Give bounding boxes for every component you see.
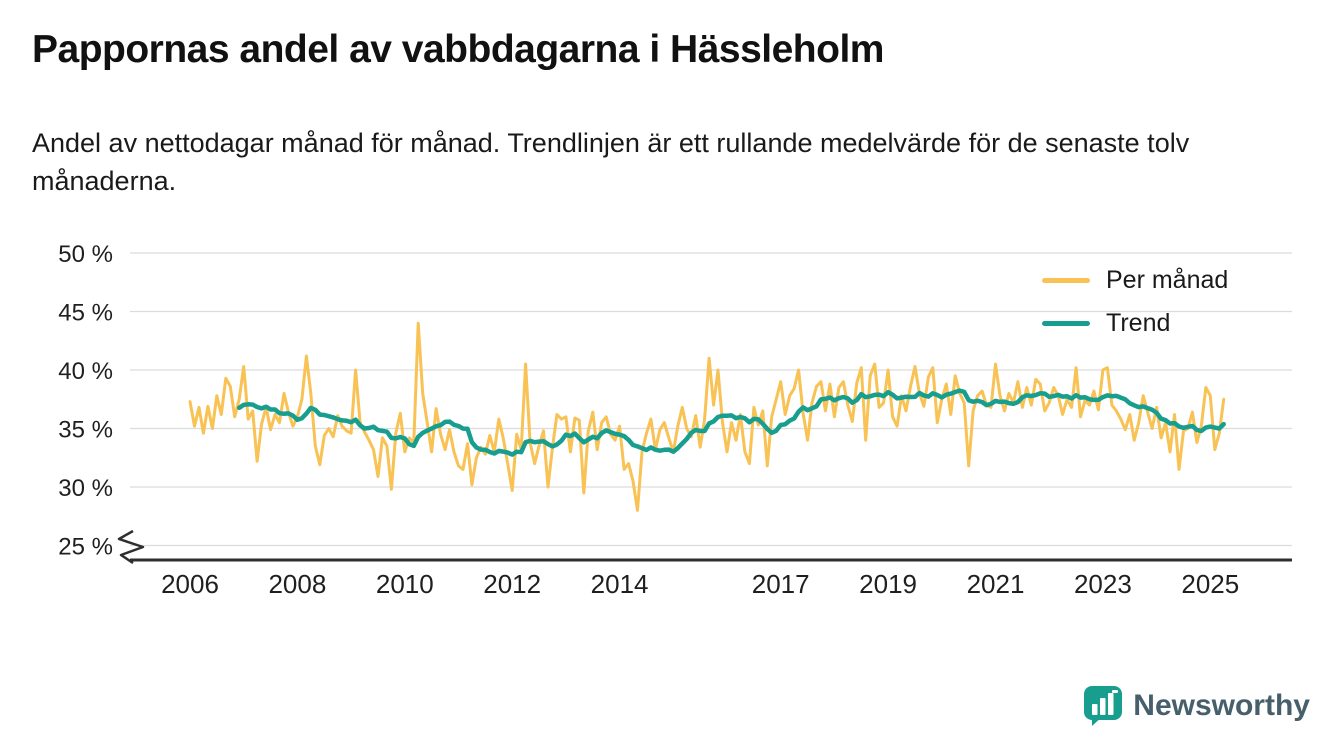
y-tick-label: 30 % [58,475,113,502]
x-tick-label: 2010 [376,569,434,599]
x-tick-label: 2006 [161,569,219,599]
newsworthy-logo-icon [1084,686,1123,726]
legend-label-trend: Trend [1106,309,1171,337]
legend-label-per-manad: Per månad [1106,266,1229,294]
x-tick-label: 2025 [1181,569,1239,599]
series-line-per-manad [188,321,1226,512]
chart-legend: Per månad Trend [1042,266,1228,338]
newsworthy-brand: Newsworthy [1083,685,1310,727]
y-tick-label: 45 % [58,300,113,327]
series-line-trend [236,388,1226,457]
brand-name: Newsworthy [1133,689,1310,722]
x-tick-label: 2021 [967,569,1025,599]
x-tick-label: 2008 [268,569,326,599]
page-title: Pappornas andel av vabbdagarna i Hässleh… [32,28,884,71]
x-tick-label: 2014 [591,569,649,599]
y-tick-label: 25 % [58,534,113,561]
chart-subtitle: Andel av nettodagar månad för månad. Tre… [32,128,1190,196]
line-chart: 25 % 30 % 35 % 40 % 45 % 50 % 2006 2008 2010 2012… [58,241,1292,599]
axis-break-icon [117,529,145,565]
y-tick-label: 50 % [58,241,113,268]
legend-item-per-manad: Per månad [1042,266,1228,295]
x-tick-label: 2019 [859,569,917,599]
y-tick-label: 40 % [58,358,113,385]
legend-item-trend: Trend [1042,309,1228,338]
x-tick-label: 2023 [1074,569,1132,599]
per-manad-line-swatch [1042,278,1090,283]
x-tick-label: 2012 [483,569,541,599]
trend-line-swatch [1042,321,1090,326]
x-tick-label: 2017 [752,569,810,599]
y-tick-label: 35 % [58,417,113,444]
